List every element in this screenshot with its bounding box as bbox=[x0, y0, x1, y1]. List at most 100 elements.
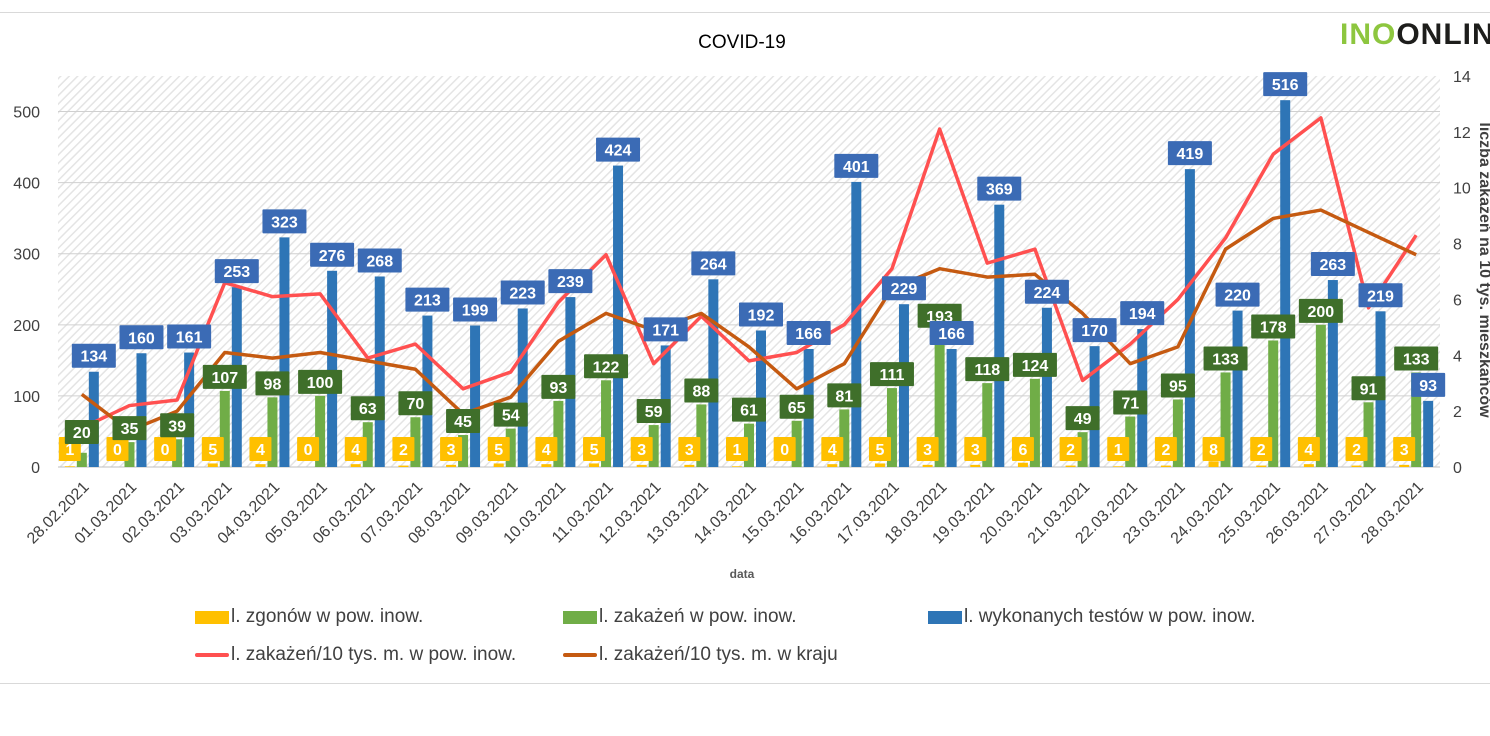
data-label-l-zgon-w-w-pow-inow-: 5 bbox=[487, 437, 510, 461]
legend-item-tests[interactable]: l. wykonanych testów w pow. inow. bbox=[928, 606, 1255, 628]
data-label-box bbox=[535, 437, 558, 461]
bar-l-zgon-w-w-pow-inow- bbox=[1160, 465, 1171, 467]
bar-l-zgon-w-w-pow-inow- bbox=[874, 463, 885, 467]
line-l-zaka-e-10-tys-m-w-kraju bbox=[80, 208, 1417, 433]
bar-l-wykonanych-test-w-w-pow-inow- bbox=[1327, 280, 1338, 467]
data-label-l-wykonanych-test-w-w-pow-inow-: 263 bbox=[1310, 252, 1355, 277]
data-label-box bbox=[440, 437, 463, 461]
legend-item-rate-county[interactable]: l. zakażeń/10 tys. m. w pow. inow. bbox=[195, 644, 516, 666]
data-label-text: 3 bbox=[1400, 442, 1409, 459]
data-label-text: 45 bbox=[454, 414, 472, 431]
data-label-l-zaka-e-w-pow-inow-: 88 bbox=[684, 378, 719, 403]
data-label-text: 4 bbox=[828, 442, 837, 459]
data-label-text: 3 bbox=[685, 442, 694, 459]
data-label-text: 2 bbox=[1066, 442, 1075, 459]
data-label-text: 170 bbox=[1081, 323, 1108, 340]
data-label-box bbox=[834, 153, 879, 178]
data-label-text: 3 bbox=[971, 442, 980, 459]
bar-l-zaka-e-w-pow-inow- bbox=[267, 397, 278, 467]
line-l-zaka-e-10-tys-m-w-pow-inow- bbox=[81, 116, 1418, 430]
data-label-l-wykonanych-test-w-w-pow-inow-: 223 bbox=[500, 280, 545, 305]
data-label-text: 59 bbox=[645, 404, 663, 421]
data-label-l-zgon-w-w-pow-inow-: 3 bbox=[964, 437, 987, 461]
data-label-l-zgon-w-w-pow-inow-: 1 bbox=[1107, 437, 1130, 461]
bar-l-wykonanych-test-w-w-pow-inow- bbox=[88, 371, 99, 467]
data-label-l-zaka-e-w-pow-inow-: 100 bbox=[298, 369, 343, 394]
data-label-l-zaka-e-w-pow-inow-: 45 bbox=[446, 409, 481, 434]
data-label-box bbox=[929, 320, 974, 345]
data-label-text: 98 bbox=[264, 376, 282, 393]
left-axis-ticks: 0 100 200 300 400 500 bbox=[13, 105, 40, 477]
legend-item-rate-country[interactable]: l. zakażeń/10 tys. m. w kraju bbox=[563, 644, 838, 666]
data-label-text: 213 bbox=[414, 293, 441, 310]
legend-label-deaths: l. zgonów w pow. inow. bbox=[231, 606, 424, 627]
data-label-l-zgon-w-w-pow-inow-: 5 bbox=[868, 437, 891, 461]
legend-swatch-rate-country bbox=[563, 653, 597, 657]
bar-l-wykonanych-test-w-w-pow-inow- bbox=[994, 204, 1005, 467]
data-label-text: 0 bbox=[113, 442, 122, 459]
data-label-l-zgon-w-w-pow-inow-: 4 bbox=[1297, 437, 1320, 461]
data-label-box bbox=[201, 437, 224, 461]
data-label-l-wykonanych-test-w-w-pow-inow-: 264 bbox=[691, 251, 736, 276]
data-label-text: 5 bbox=[494, 442, 503, 459]
bar-l-wykonanych-test-w-w-pow-inow- bbox=[946, 348, 957, 467]
data-label-box bbox=[297, 437, 320, 461]
data-label-l-zaka-e-w-pow-inow-: 65 bbox=[779, 394, 814, 419]
data-label-box bbox=[392, 437, 415, 461]
data-label-l-wykonanych-test-w-w-pow-inow-: 134 bbox=[71, 343, 116, 368]
legend-item-cases[interactable]: l. zakażeń w pow. inow. bbox=[563, 606, 797, 628]
bar-l-zgon-w-w-pow-inow- bbox=[493, 463, 504, 467]
data-label-box bbox=[214, 259, 259, 284]
inoonline-logo[interactable]: INOONLIN bbox=[1340, 18, 1490, 52]
data-label-box bbox=[106, 437, 129, 461]
bar-l-zaka-e-w-pow-inow- bbox=[696, 404, 707, 467]
data-label-l-zgon-w-w-pow-inow-: 4 bbox=[821, 437, 844, 461]
data-label-l-wykonanych-test-w-w-pow-inow-: 424 bbox=[596, 137, 641, 162]
data-label-box bbox=[827, 383, 862, 408]
data-label-box bbox=[726, 437, 748, 461]
data-label-text: 71 bbox=[1121, 396, 1139, 413]
data-label-l-zgon-w-w-pow-inow-: 8 bbox=[1202, 437, 1225, 461]
data-label-l-zaka-e-w-pow-inow-: 59 bbox=[636, 399, 671, 424]
chart-title: COVID-19 bbox=[698, 32, 786, 53]
data-label-text: 5 bbox=[876, 442, 885, 459]
data-label-l-wykonanych-test-w-w-pow-inow-: 516 bbox=[1263, 72, 1308, 97]
data-label-box bbox=[119, 325, 164, 350]
bar-l-zgon-w-w-pow-inow- bbox=[922, 464, 933, 467]
data-label-box bbox=[298, 369, 343, 394]
data-label-text: 200 bbox=[1308, 304, 1335, 321]
data-label-l-wykonanych-test-w-w-pow-inow-: 171 bbox=[643, 317, 688, 342]
data-label-l-zaka-e-w-pow-inow-: 91 bbox=[1351, 376, 1386, 401]
y-right-tick-label: 8 bbox=[1453, 237, 1462, 254]
legend-item-deaths[interactable]: l. zgonów w pow. inow. bbox=[195, 606, 423, 628]
data-label-text: 4 bbox=[1304, 442, 1313, 459]
data-label-l-zaka-e-w-pow-inow-: 63 bbox=[350, 396, 385, 421]
data-label-l-wykonanych-test-w-w-pow-inow-: 369 bbox=[977, 176, 1022, 201]
data-label-text: 161 bbox=[176, 330, 203, 347]
data-label-text: 20 bbox=[73, 425, 91, 442]
data-label-l-zgon-w-w-pow-inow-: 0 bbox=[297, 437, 320, 461]
data-label-text: 1 bbox=[1114, 442, 1123, 459]
data-label-l-zaka-e-w-pow-inow-: 122 bbox=[584, 354, 629, 379]
legend-swatch-rate-county bbox=[195, 653, 229, 657]
bar-l-zaka-e-w-pow-inow- bbox=[1411, 372, 1422, 467]
data-label-l-zgon-w-w-pow-inow-: 2 bbox=[1345, 437, 1368, 461]
bar-l-zaka-e-w-pow-inow- bbox=[76, 452, 87, 467]
data-label-box bbox=[1202, 437, 1225, 461]
data-label-l-zaka-e-w-pow-inow-: 71 bbox=[1113, 390, 1148, 415]
y-right-tick-label: 14 bbox=[1453, 69, 1471, 86]
data-label-box bbox=[1351, 376, 1386, 401]
data-label-box bbox=[1251, 314, 1296, 339]
data-label-text: 4 bbox=[256, 442, 265, 459]
data-label-box bbox=[398, 391, 433, 416]
bar-l-wykonanych-test-w-w-pow-inow- bbox=[1423, 400, 1434, 467]
data-label-box bbox=[344, 437, 367, 461]
line-series bbox=[80, 116, 1418, 433]
data-label-l-zgon-w-w-pow-inow-: 2 bbox=[1059, 437, 1082, 461]
data-label-text: 111 bbox=[879, 367, 904, 384]
data-label-box bbox=[1411, 372, 1446, 397]
data-label-box bbox=[64, 420, 99, 444]
bar-l-zaka-e-w-pow-inow- bbox=[1220, 372, 1231, 467]
data-label-l-zgon-w-w-pow-inow-: 3 bbox=[678, 437, 701, 461]
data-label-text: 134 bbox=[80, 349, 107, 366]
